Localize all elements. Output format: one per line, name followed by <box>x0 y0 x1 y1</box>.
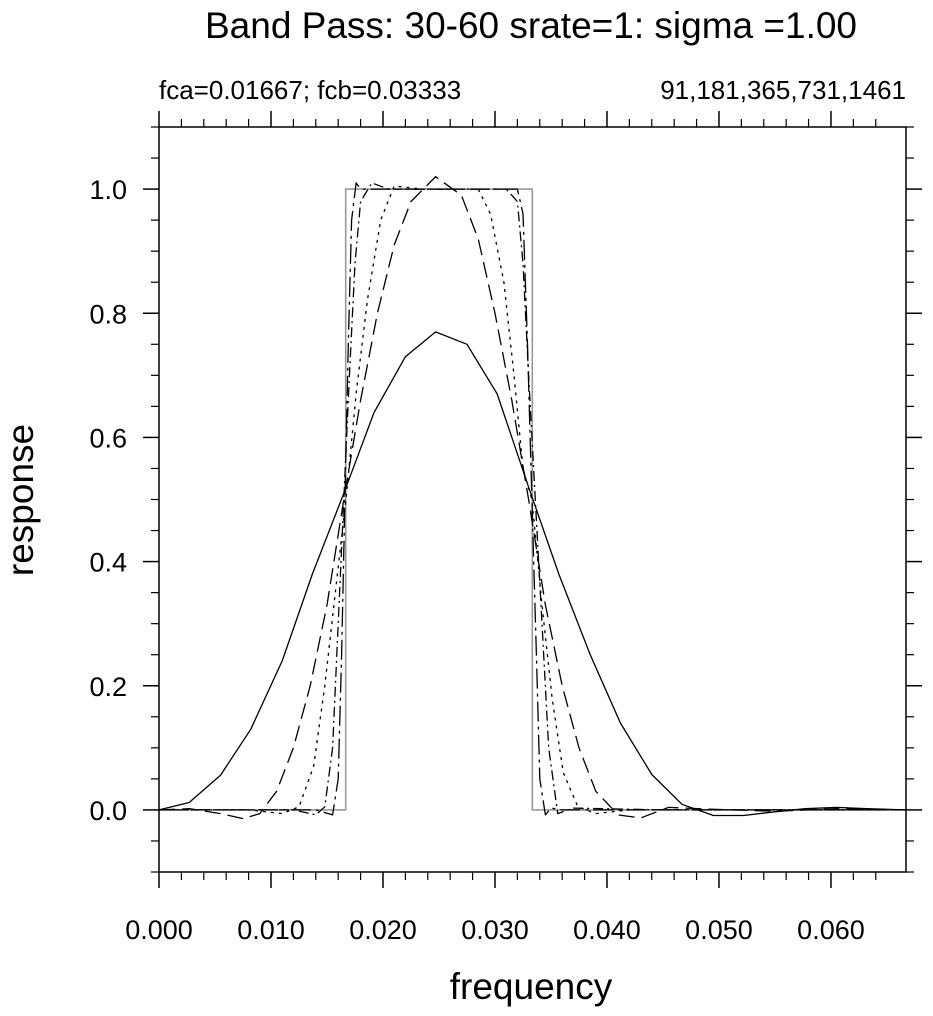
y-tick-label: 1.0 <box>89 175 127 205</box>
tick-labels: 0.000 0.010 0.020 0.030 0.040 0.050 0.060 0.0 0.… <box>89 175 864 945</box>
x-tick-label: 0.060 <box>797 915 865 945</box>
chart-subtitle-left: fca=0.01667; fcb=0.03333 <box>159 75 461 105</box>
chart-title: Band Pass: 30-60 srate=1: sigma =1.00 <box>205 5 857 46</box>
x-axis-label: frequency <box>450 966 613 1007</box>
x-tick-label: 0.010 <box>237 915 305 945</box>
y-axis-label: response <box>0 424 41 576</box>
series-line-2 <box>158 176 907 820</box>
series-line-5 <box>159 182 906 816</box>
chart-subtitle-right: 91,181,365,731,1461 <box>660 75 906 105</box>
y-tick-label: 0.0 <box>89 796 127 826</box>
x-tick-label: 0.040 <box>573 915 641 945</box>
axis-ticks <box>143 111 922 888</box>
y-tick-label: 0.4 <box>89 548 127 578</box>
y-tick-label: 0.6 <box>89 423 127 453</box>
x-tick-label: 0.020 <box>349 915 417 945</box>
x-tick-label: 0.000 <box>125 915 193 945</box>
x-tick-label: 0.030 <box>461 915 529 945</box>
plot-frame <box>158 126 907 873</box>
series-line-1 <box>158 331 907 817</box>
response-curves <box>158 176 907 820</box>
y-tick-label: 0.2 <box>89 672 127 702</box>
y-tick-label: 0.8 <box>89 299 127 329</box>
x-tick-label: 0.050 <box>685 915 753 945</box>
